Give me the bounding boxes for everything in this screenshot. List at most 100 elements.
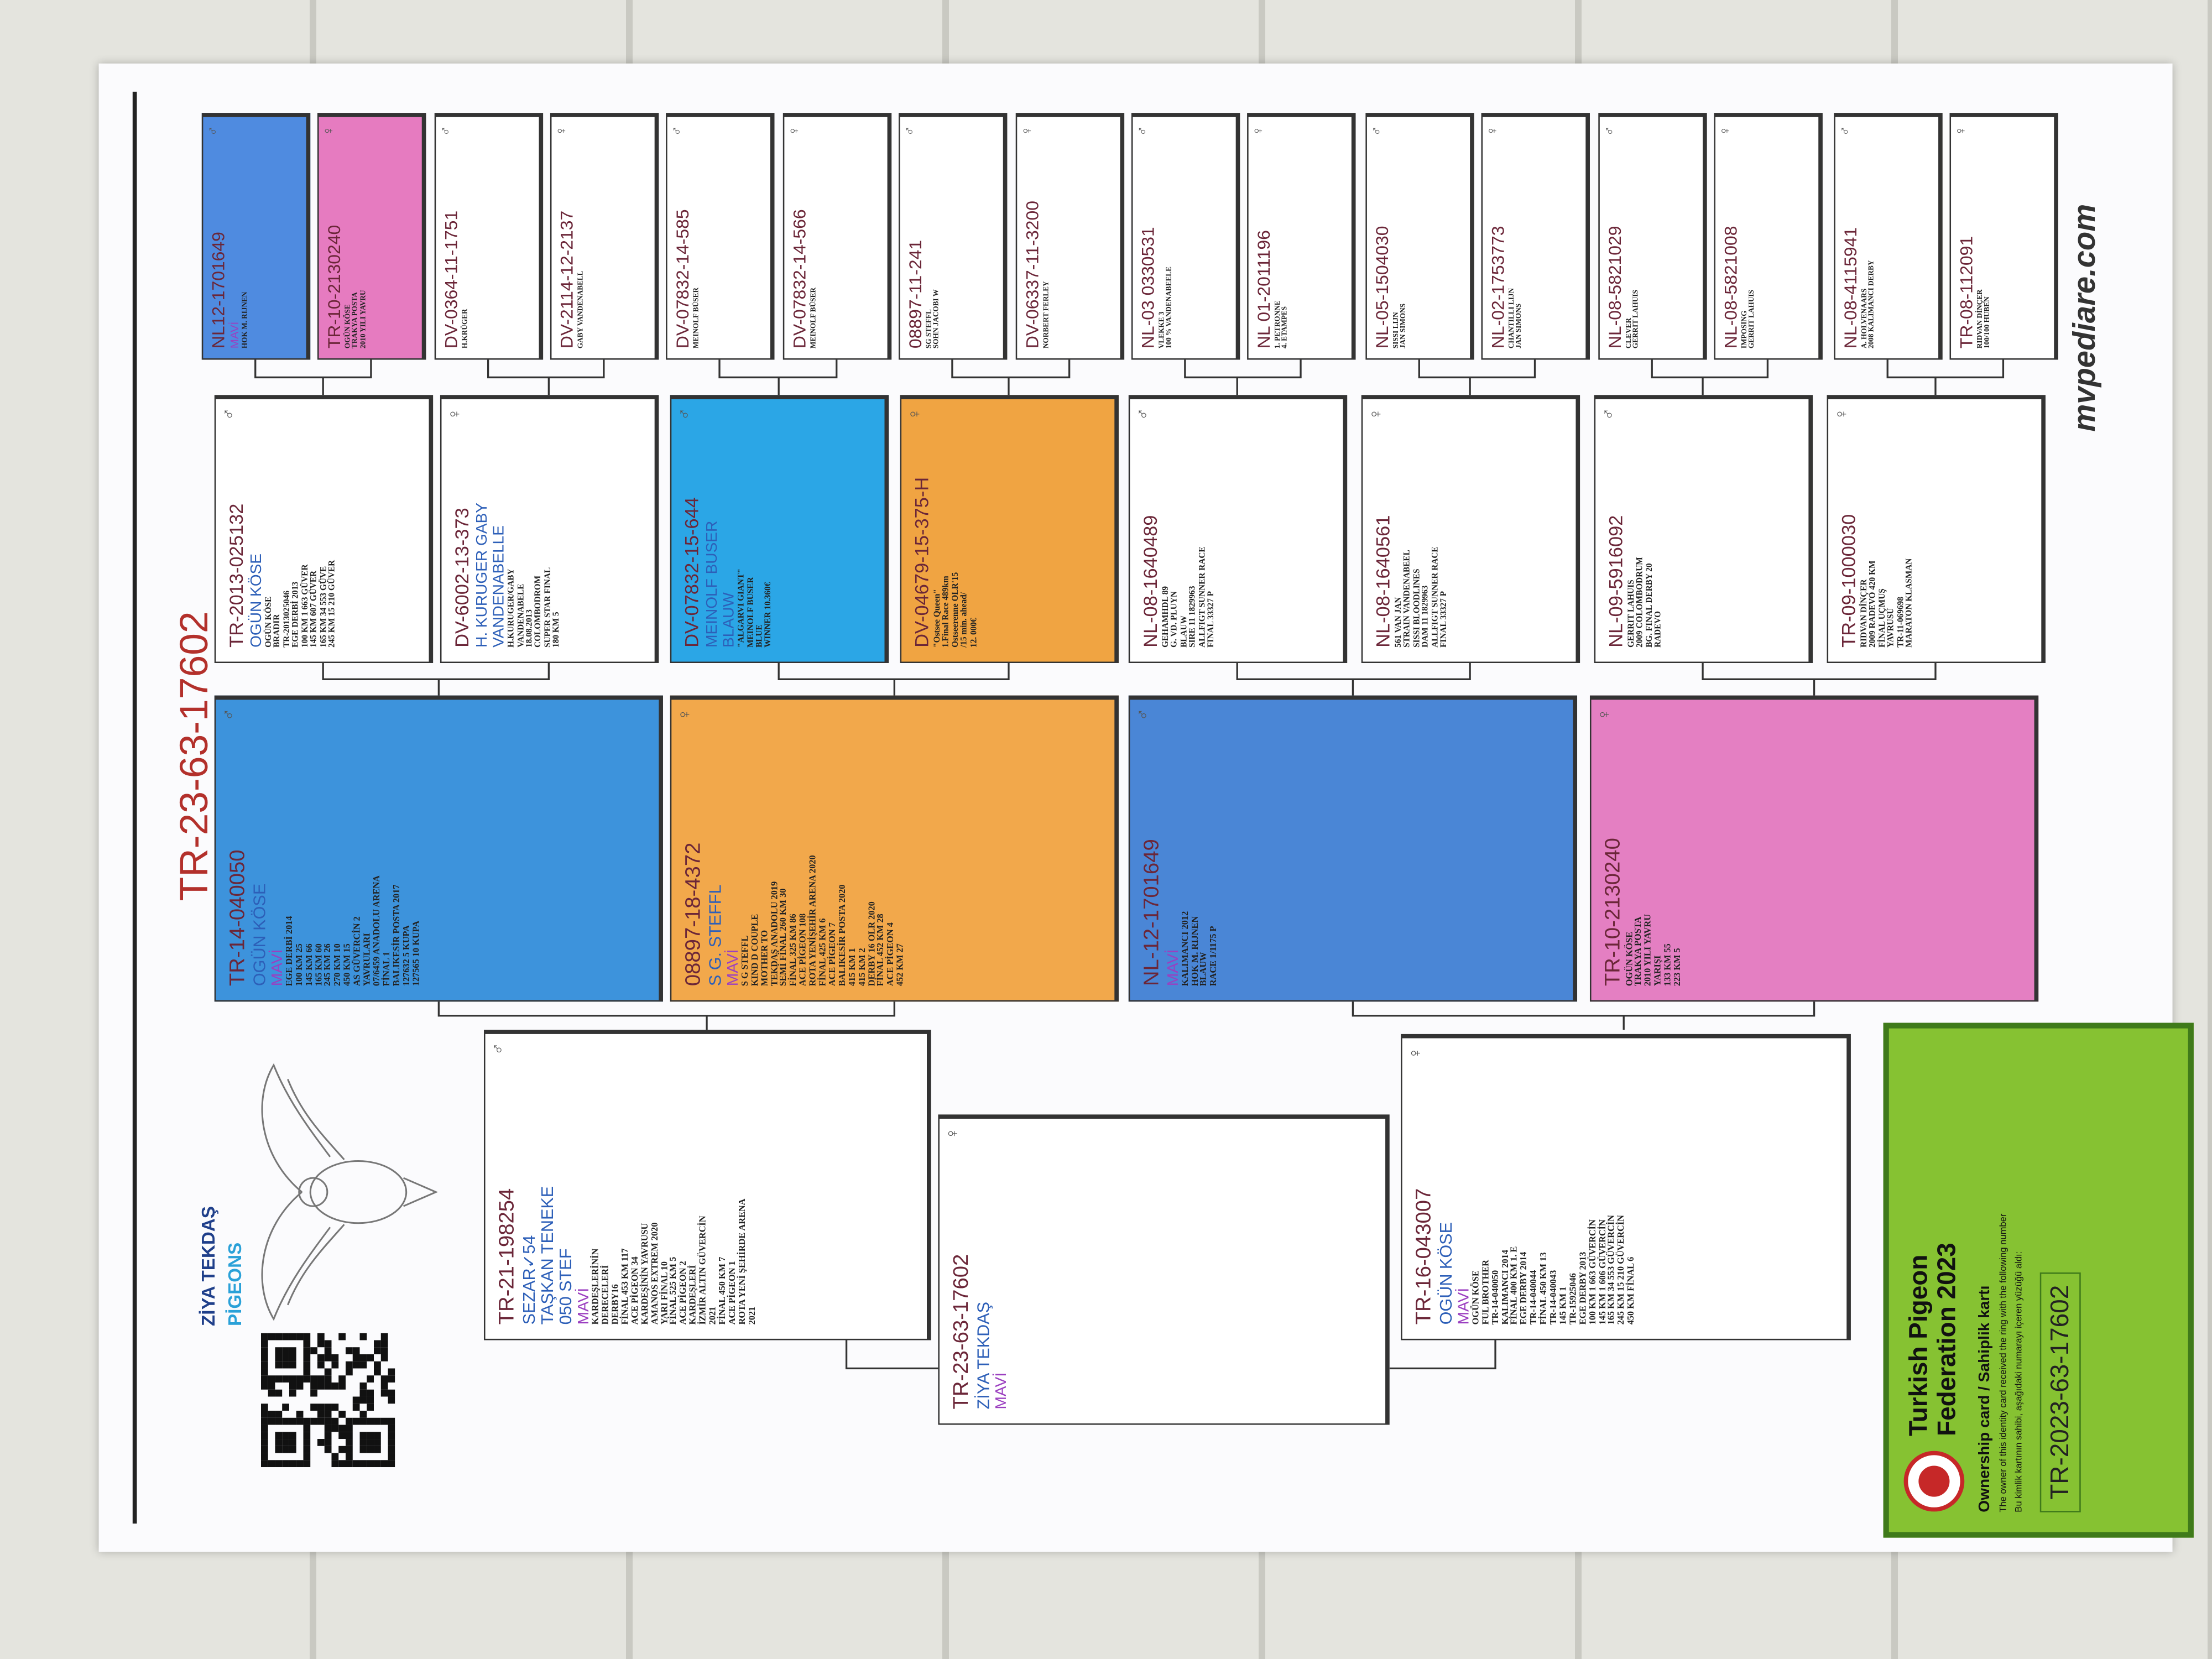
pedigree-box: NL-08-5821008 IMPOSING GERRIT LAHUIS ♀ (1714, 113, 1823, 360)
qr-module (303, 1361, 311, 1369)
ring-number: 08897-18-4372 (681, 842, 706, 987)
qr-module (303, 1460, 311, 1468)
qr-module (367, 1439, 374, 1446)
qr-module (324, 1446, 332, 1453)
qr-module (303, 1432, 311, 1439)
card-note-tr: Bu kimlik kartının sahibi, aşağıdaki num… (2015, 1251, 2025, 1512)
qr-module (359, 1354, 367, 1361)
qr-module (289, 1354, 296, 1361)
qr-module (282, 1354, 289, 1361)
qr-module (275, 1375, 283, 1383)
ring-number: NL-03 0330531 (1138, 227, 1159, 349)
qr-module (345, 1432, 353, 1439)
qr-module (324, 1340, 332, 1348)
qr-module (359, 1389, 367, 1397)
qr-module (260, 1383, 268, 1390)
sex-symbol: ♀ (554, 126, 570, 137)
qr-module (282, 1460, 289, 1468)
pedigree-box: TR-08-112091 RIDVAN DİNÇER 100/100 HUBEN ♀ (1949, 113, 2058, 360)
sex-symbol: ♀ (904, 408, 924, 421)
note-line: H.KRÜGER (461, 309, 469, 349)
connector (778, 662, 1010, 696)
color-name: MAVİ (575, 1287, 593, 1325)
pedigree-box: 08897-18-4372 S G. STEFFL MAVİ S G STEFFL KI… (670, 695, 1119, 1002)
note-line: FİNAL UÇMUŞ (1879, 588, 1887, 648)
sex-symbol: ♀ (1020, 126, 1036, 137)
qr-module (317, 1340, 325, 1348)
note-line: TR-14-040043 (1549, 1270, 1559, 1325)
qr-module (282, 1333, 289, 1340)
qr-module (282, 1361, 289, 1369)
pedigree-box: TR-16-043007 OGÜN KÖSE MAVİ OGÜN KÖSE FUL BR… (1401, 1034, 1851, 1340)
ring-number: TR-09-1000030 (1838, 514, 1860, 648)
qr-module (268, 1333, 275, 1340)
qr-module (260, 1375, 268, 1383)
ring-number: TR-21-198254 (495, 1188, 519, 1325)
pedigree-box: DV-07832-15-644 MEINOLF BUSER BLAUW "ALGARV… (670, 395, 889, 663)
note-line: KIND D COUPLE (750, 914, 760, 987)
note-line: /15 min. ahead/ (961, 592, 970, 648)
pedigree-box: NL-05-1504030 SISSI LIJN JAN SIMONS ♂ (1365, 113, 1474, 360)
qr-module (380, 1389, 388, 1397)
qr-module (380, 1354, 388, 1361)
ring-number: NL-08-5821029 (1605, 226, 1625, 349)
qr-module (296, 1417, 304, 1425)
owner-name: ZİYA TEKDAŞ (972, 1301, 993, 1410)
qr-module (303, 1368, 311, 1376)
ring-number: DV-06337-11-3200 (1022, 200, 1043, 349)
sex-symbol: ♀ (1718, 126, 1734, 137)
qr-module (345, 1347, 353, 1354)
sex-symbol: ♂ (1370, 126, 1386, 137)
qr-module (282, 1404, 289, 1411)
note-line: 145 KM 607 GÜVER (310, 570, 320, 648)
ring-number: NL-08-1640489 (1140, 515, 1161, 648)
pedigree-box: NL-08-1640489 GEHAMHDL 89 G. VD. PLUYN BLAU… (1128, 395, 1348, 663)
note-line: BRADIR (274, 614, 283, 648)
color-name: MAVİ (1455, 1287, 1473, 1325)
pedigree-box: TR-21-198254 SEZAR✓54 TAŞKAN TENEKE 050 STE… (483, 1030, 931, 1340)
qr-module (282, 1439, 289, 1446)
sex-symbol: ♂ (488, 1042, 508, 1056)
qr-module (317, 1411, 325, 1418)
card-title: Turkish Pigeon Federation 2023 (1905, 1243, 1962, 1436)
card-ring: TR-2023-63-17602 (2039, 1272, 2081, 1512)
qr-module (352, 1361, 360, 1369)
ring-number: DV-6002-13-373 (451, 508, 473, 648)
note-line: 2008 KALIMANCI DERBY (1868, 260, 1877, 349)
qr-module (367, 1417, 374, 1425)
note-line: BALIKESİR POSTA 2020 (837, 884, 848, 987)
note-line: SISSI BLOODLINES (1413, 568, 1422, 648)
qr-module (268, 1460, 275, 1468)
sex-symbol: ♂ (1133, 708, 1153, 721)
pedigree-box: TR-10-2130240 OGÜN KÖSE TRAKYA POSTA 2010 Y… (1589, 695, 2039, 1002)
note-line: 561 VAN JAN (1395, 597, 1404, 648)
qr-module (275, 1439, 283, 1446)
qr-module (282, 1417, 289, 1425)
note-line: DERECELERİ (601, 1265, 611, 1325)
qr-module (338, 1460, 346, 1468)
qr-module (317, 1333, 325, 1340)
qr-module (324, 1404, 332, 1411)
note-line: GERRIT LAHUIS (1748, 290, 1757, 349)
note-line: JAN SIMONS (1400, 303, 1408, 349)
note-line: ALLFIGT SUNNER RACE (1198, 546, 1207, 648)
note-line: İZMİR ALTIN GÜVERCİN (698, 1215, 708, 1325)
owner-name: BLAUW (721, 592, 738, 648)
connector (1702, 662, 1937, 696)
qr-module (275, 1460, 283, 1468)
note-line: KALIMANCI 2012 (1180, 911, 1191, 987)
note-line: 2009 RADEVO 420 KM (1869, 560, 1879, 648)
qr-module (310, 1404, 317, 1411)
note-line: RACE 1/1175 P (1209, 926, 1219, 987)
qr-module (303, 1354, 311, 1361)
qr-module (388, 1439, 395, 1446)
note-line: BLUE (756, 624, 765, 648)
note-line: ROTA YENİ ŞEHİRDE ARENA (737, 1198, 748, 1325)
connector (1886, 359, 2005, 395)
qr-module (310, 1347, 317, 1354)
qr-module (380, 1333, 388, 1340)
qr-module (260, 1411, 268, 1418)
connector (487, 359, 605, 395)
note-line: 127632 5 KUPA (401, 925, 412, 987)
